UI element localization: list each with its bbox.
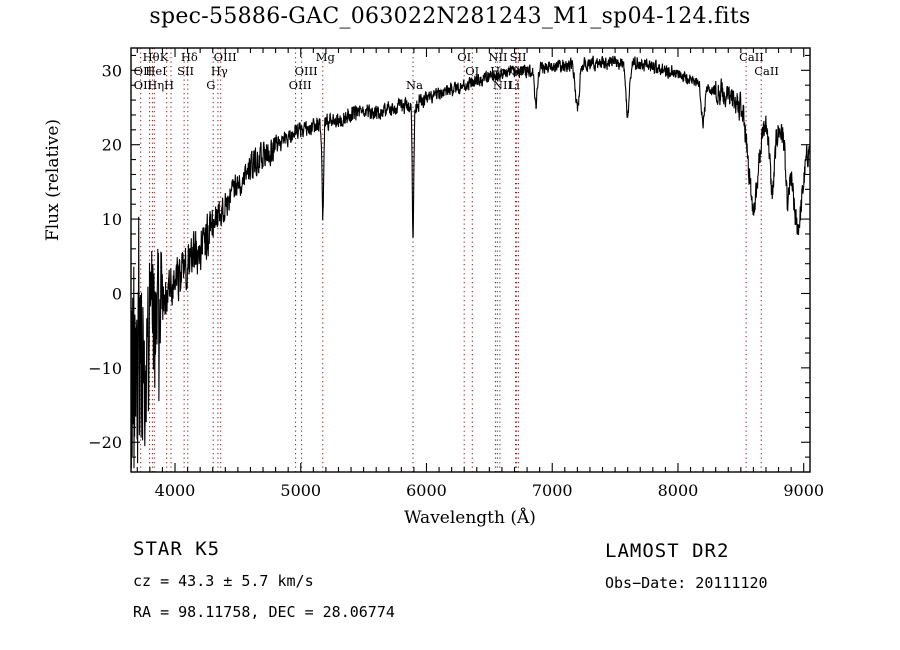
page-title: spec-55886-GAC_063022N281243_M1_sp04-124… [149, 4, 751, 29]
footer-coordinates: RA = 98.11758, DEC = 28.06774 [133, 603, 395, 621]
line-marker-label: OI [465, 64, 480, 78]
line-marker-label: OII [133, 78, 153, 92]
x-tick-label: 8000 [658, 481, 699, 500]
line-marker-label: Hη [147, 78, 165, 92]
line-marker-label: NII [488, 50, 508, 64]
line-marker-label: Hα [490, 64, 509, 78]
line-marker-label: K [159, 50, 169, 64]
line-marker-label: G [206, 78, 216, 92]
line-marker-label: OII [133, 64, 153, 78]
spectrum-trace [130, 55, 811, 469]
footer-obs-date: Obs−Date: 20111120 [605, 574, 768, 592]
line-marker-label: CaII [754, 64, 779, 78]
plot-frame [130, 47, 811, 473]
footer-redshift: cz = 43.3 ± 5.7 km/s [133, 572, 314, 590]
line-marker-rules [140, 48, 762, 472]
axis-ticks [131, 48, 810, 473]
line-marker-label: Li [508, 78, 520, 92]
y-tick-label: 20 [102, 136, 122, 155]
line-marker-label: H [163, 78, 175, 92]
line-marker-label: HeI [145, 64, 167, 78]
y-tick-label: 10 [102, 210, 122, 229]
tick-labels: 4000 5000 6000 7000 8000 9000 −20 −10 0 10 20 30 [88, 61, 824, 500]
line-marker-label: SII [509, 50, 527, 64]
line-marker-label: OIII [294, 64, 318, 78]
x-tick-label: 6000 [406, 481, 447, 500]
line-marker-label: SII [511, 64, 529, 78]
x-axis-label: Wavelength (Å) [404, 508, 536, 528]
y-tick-label: −20 [88, 433, 122, 452]
line-marker-label: Na [406, 78, 423, 92]
x-tick-label: 7000 [532, 481, 573, 500]
line-marker-label: OIII [288, 78, 312, 92]
line-marker-label: Hδ [180, 50, 198, 64]
footer-survey: LAMOST DR2 [605, 540, 730, 562]
line-marker-label: Hγ [210, 64, 228, 78]
line-marker-label: Hθ [142, 50, 160, 64]
y-tick-label: 30 [102, 61, 122, 80]
x-tick-label: 4000 [155, 481, 196, 500]
x-tick-label: 9000 [783, 481, 824, 500]
line-marker-label: CaII [739, 50, 764, 64]
footer-object-class: STAR K5 [133, 538, 221, 560]
line-marker-label: OI [457, 50, 472, 64]
x-tick-label: 5000 [280, 481, 321, 500]
line-marker-label: Mg [315, 50, 335, 64]
line-marker-label: OIII [213, 50, 237, 64]
line-marker-label: SII [177, 64, 195, 78]
y-tick-label: 0 [112, 284, 122, 303]
y-axis-label: Flux (relative) [43, 118, 63, 242]
line-marker-label: NII [492, 78, 513, 92]
y-tick-label: −10 [88, 359, 122, 378]
